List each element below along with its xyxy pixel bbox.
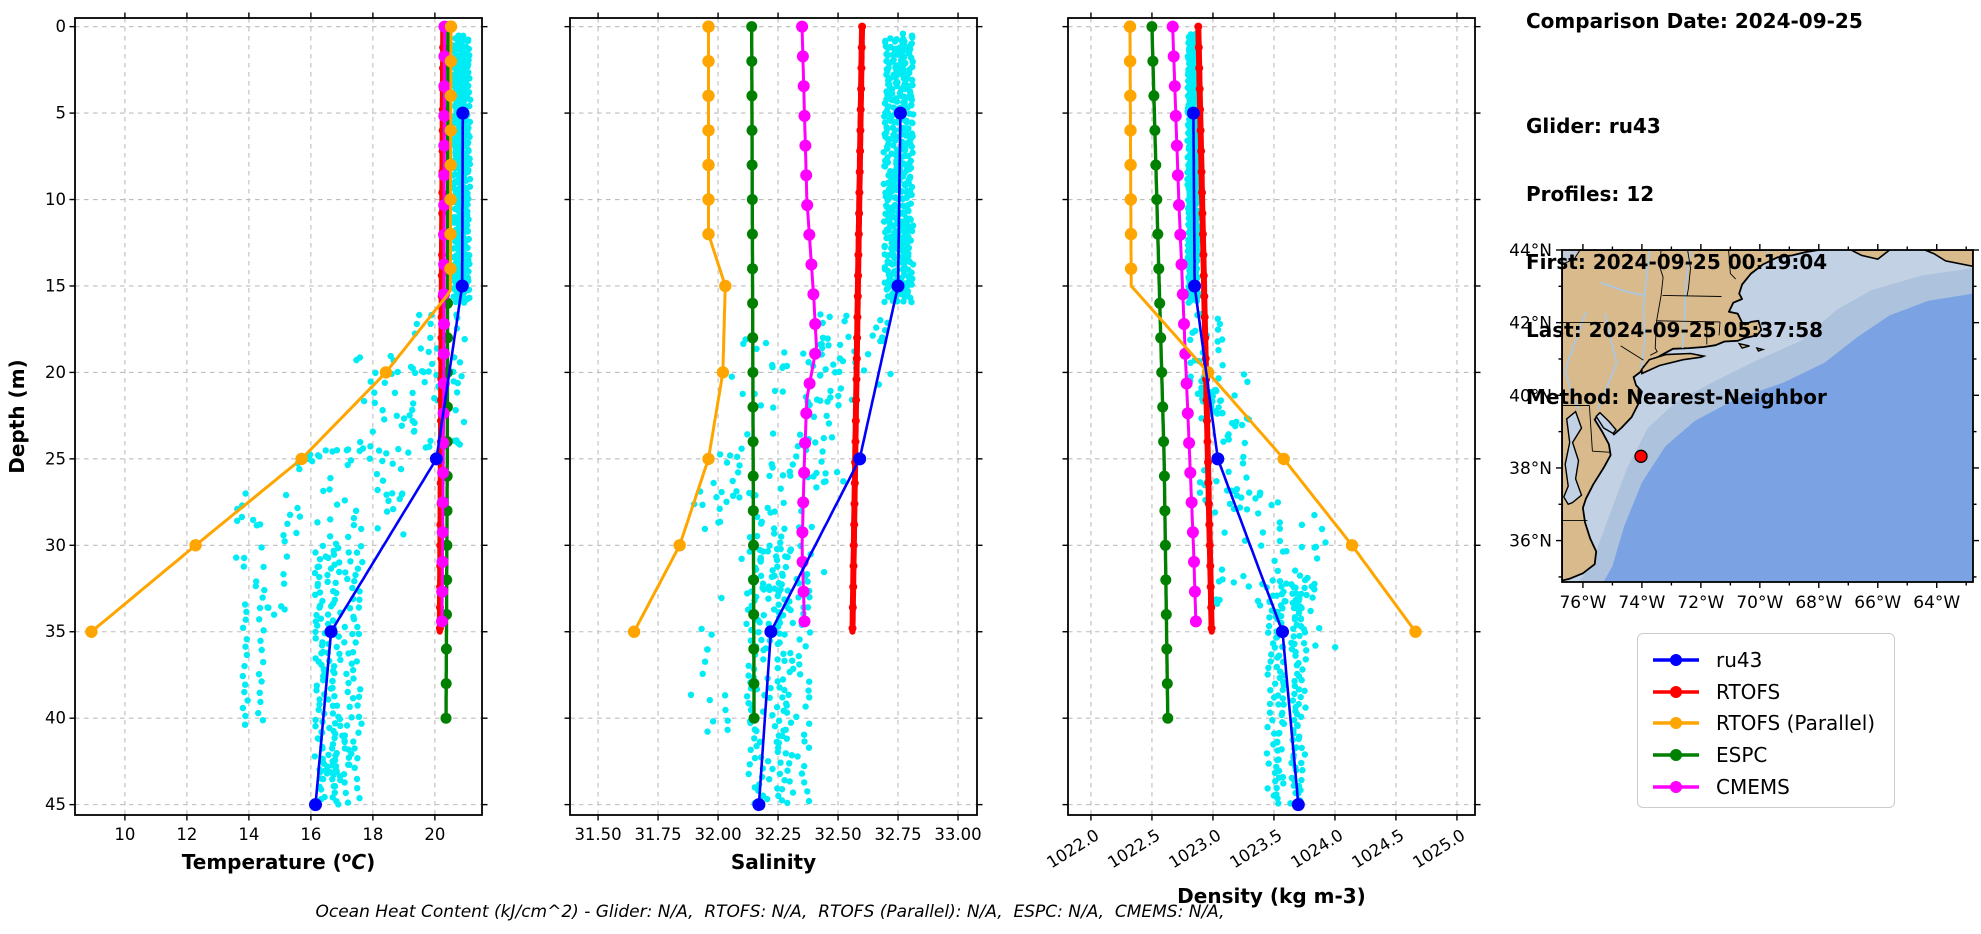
legend-item-cmems: CMEMS — [1652, 771, 1894, 803]
panel-salinity: 31.50 31.75 32.00 32.25 32.50 32.75 33.00 Salin… — [564, 12, 983, 874]
x-tick-label: 10 — [114, 825, 135, 844]
method-text: Method: Nearest-Neighbor — [1526, 385, 1827, 410]
depth-axis-label: Depth (m) — [5, 359, 29, 473]
deployment-info-block: Glider: ru43 Profiles: 12 First: 2024-09… — [1526, 70, 1827, 454]
panel-temperature: 10 12 14 16 18 20 0 5 10 15 20 25 30 35 40 45 Temperatur… — [45, 12, 488, 874]
panel-density: 1022.0 1022.5 1023.0 1023.5 1024.0 1024.5 1025… — [1043, 12, 1481, 908]
series-rtofs-density — [1194, 22, 1216, 635]
x-tick-label: 20 — [424, 825, 445, 844]
map-chesapeake-bay — [1563, 410, 1583, 506]
legend-swatch-icon — [1653, 717, 1699, 730]
x-tick-label: 18 — [362, 825, 383, 844]
legend-item-rtofs: RTOFS — [1652, 676, 1894, 708]
legend-item-label: RTOFS — [1716, 679, 1781, 704]
x-tick-label: 32.00 — [694, 825, 741, 844]
depth-tick-label: 35 — [45, 622, 66, 641]
map-lon-label: 70°W — [1736, 593, 1783, 613]
depth-tick-label: 10 — [45, 190, 66, 209]
map-lon-label: 72°W — [1677, 593, 1724, 613]
x-tick-label: 1024.0 — [1287, 825, 1346, 872]
x-tick-label: 32.25 — [754, 825, 801, 844]
legend: ru43 RTOFS RTOFS (Parallel) ESPC CMEMS — [1637, 633, 1895, 808]
series-rtofs-parallel--salinity — [627, 20, 732, 638]
map-lon-label: 66°W — [1854, 593, 1901, 613]
x-tick-label: 14 — [238, 825, 259, 844]
x-tick-label: 1023.5 — [1226, 825, 1285, 872]
x-tick-label: 12 — [176, 825, 197, 844]
legend-swatch-icon — [1653, 653, 1699, 666]
map-inset: 76°W 74°W 72°W 70°W 68°W 66°W 64°W 36°N 38°N 40°N… — [1509, 241, 1979, 613]
map-delaware-bay — [1595, 411, 1617, 435]
series-cmems-density — [1166, 20, 1202, 628]
x-tick-label: 32.50 — [814, 825, 861, 844]
series-espc-density — [1146, 21, 1174, 724]
legend-swatch-icon — [1653, 749, 1699, 762]
legend-swatch-icon — [1653, 685, 1699, 698]
legend-item-label: ESPC — [1716, 743, 1768, 768]
ohc-footer-note: Ocean Heat Content (kJ/cm^2) - Glider: N… — [315, 902, 1225, 922]
series-ru43-salinity — [752, 106, 907, 812]
x-tick-label: 16 — [300, 825, 321, 844]
x-tick-label: 31.50 — [574, 825, 621, 844]
x-tick-label: 33.00 — [934, 825, 981, 844]
xlabel-salinity: Salinity — [731, 850, 816, 874]
x-tick-label: 1022.0 — [1043, 825, 1102, 872]
last-profile-time-text: Last: 2024-09-25 05:37:58 — [1526, 317, 1824, 342]
legend-item-label: RTOFS (Parallel) — [1716, 711, 1876, 736]
depth-tick-label: 40 — [45, 709, 66, 728]
series-rtofs-parallel--temperature — [85, 20, 458, 638]
series-ru43-density — [1186, 106, 1305, 812]
x-tick-label: 31.75 — [634, 825, 681, 844]
map-lon-label: 76°W — [1559, 593, 1606, 613]
glider-scatter-salinity — [687, 30, 917, 807]
profiles-count-text: Profiles: 12 — [1526, 181, 1655, 206]
depth-tick-label: 45 — [45, 795, 66, 814]
depth-tick-label: 25 — [45, 449, 66, 468]
x-tick-label: 1023.0 — [1165, 825, 1224, 872]
xlabel-temperature: Temperature (oC) — [182, 850, 375, 874]
map-lon-label: 74°W — [1618, 593, 1665, 613]
series-espc-salinity — [746, 21, 760, 724]
series-rtofs-parallel--density — [1123, 20, 1422, 638]
x-tick-label: 1022.5 — [1104, 825, 1163, 872]
map-lon-label: 68°W — [1795, 593, 1842, 613]
series-rtofs-salinity — [848, 22, 867, 635]
glider-location-marker — [1634, 449, 1648, 463]
legend-item-label: ru43 — [1716, 647, 1763, 672]
map-lat-label: 42°N — [1509, 314, 1552, 334]
legend-item-label: CMEMS — [1716, 775, 1790, 800]
depth-tick-label: 0 — [56, 17, 67, 36]
map-long-island — [1641, 352, 1707, 375]
comparison-date-text: Comparison Date: 2024-09-25 — [1526, 9, 1863, 33]
map-lat-label: 36°N — [1509, 532, 1552, 552]
series-cmems-salinity — [796, 20, 822, 628]
map-lat-label: 40°N — [1509, 386, 1552, 406]
map-lat-label: 44°N — [1509, 241, 1552, 261]
legend-item-rtofs-parallel-: RTOFS (Parallel) — [1652, 708, 1894, 740]
x-tick-label: 1025.0 — [1409, 825, 1468, 872]
series-ru43-temperature — [309, 106, 470, 812]
depth-tick-label: 20 — [45, 363, 66, 382]
x-tick-label: 32.75 — [874, 825, 921, 844]
legend-item-espc: ESPC — [1652, 739, 1894, 771]
map-lon-label: 64°W — [1913, 593, 1960, 613]
legend-swatch-icon — [1653, 781, 1699, 794]
depth-tick-label: 5 — [56, 104, 67, 123]
depth-tick-label: 15 — [45, 276, 66, 295]
legend-item-ru43: ru43 — [1652, 644, 1894, 676]
depth-tick-label: 30 — [45, 536, 66, 555]
glider-name-text: Glider: ru43 — [1526, 114, 1661, 139]
xlabel-density: Density (kg m-3) — [1177, 884, 1366, 908]
x-tick-label: 1024.5 — [1348, 825, 1407, 872]
map-lat-label: 38°N — [1509, 459, 1552, 479]
first-profile-time-text: First: 2024-09-25 00:19:04 — [1526, 249, 1828, 274]
